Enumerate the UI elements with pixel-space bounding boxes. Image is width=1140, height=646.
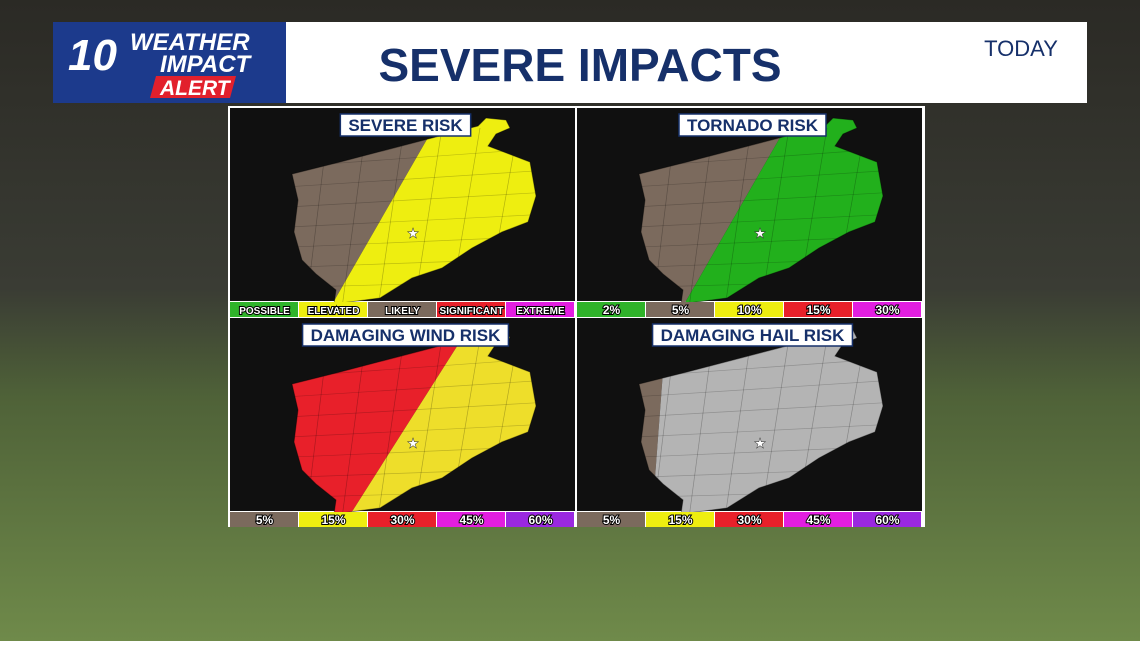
panel: ★ SEVERE RISK POSSIBLE ELEVATED LIKELY SIGNIF… <box>230 108 575 318</box>
legend-label: 30% <box>737 513 761 527</box>
legend-swatch <box>715 302 783 317</box>
legend-swatch <box>577 302 645 317</box>
legend-label: 45% <box>806 513 830 527</box>
county-line <box>292 169 536 189</box>
county-line <box>341 127 367 304</box>
panel-title-box <box>678 113 827 137</box>
county-line <box>292 401 536 419</box>
legend-swatch <box>230 512 298 527</box>
legend-label: 45% <box>459 513 483 527</box>
city-star: ★ <box>407 435 420 451</box>
legend-label: EXTREME <box>516 306 565 317</box>
legend-swatch <box>299 512 367 527</box>
panel: ★ TORNADO RISK 2% 5% 10% 15% 30% <box>577 108 922 318</box>
legend-swatch <box>853 512 921 527</box>
legend-label: ELEVATED <box>308 306 360 317</box>
legend-swatch <box>299 302 367 317</box>
legend-label: LIKELY <box>385 306 420 317</box>
legend-swatch <box>646 512 714 527</box>
county-line <box>688 337 714 514</box>
legend-swatch <box>646 302 714 317</box>
legend-swatch <box>368 512 436 527</box>
county-line <box>292 423 536 439</box>
legend-swatch <box>437 512 505 527</box>
panel-title: DAMAGING WIND RISK <box>311 326 502 345</box>
legend-label: 30% <box>875 303 899 317</box>
map-border <box>638 117 884 305</box>
county-line <box>724 127 752 304</box>
county-line <box>292 191 536 209</box>
panel-title: SEVERE RISK <box>348 116 463 135</box>
city-star: ★ <box>407 225 420 241</box>
county-line <box>639 423 883 439</box>
legend-label: 5% <box>672 303 690 317</box>
legend-label: SIGNIFICANT <box>440 306 504 317</box>
county-line <box>639 401 883 419</box>
logo-text: ALERT <box>159 77 232 100</box>
panel-title: DAMAGING HAIL RISK <box>661 326 846 345</box>
alert-box <box>150 76 236 98</box>
county-line <box>688 127 714 304</box>
county-line <box>341 337 367 514</box>
legend-swatch <box>368 302 436 317</box>
legend-swatch <box>853 302 921 317</box>
risk-area <box>292 118 445 304</box>
panel-title-box <box>339 113 472 137</box>
legend-label: 5% <box>256 513 274 527</box>
legend-label: 60% <box>875 513 899 527</box>
legend-swatch <box>506 302 574 317</box>
logo-text: IMPACT <box>160 51 253 78</box>
header-bar <box>286 22 1087 103</box>
panel: ★ DAMAGING WIND RISK 5% 15% 30% 45% 60% <box>230 318 575 528</box>
map-border <box>291 117 537 305</box>
panel-title: TORNADO RISK <box>687 116 819 135</box>
legend-swatch <box>715 512 783 527</box>
header-when: TODAY <box>984 36 1058 61</box>
legend-swatch <box>506 512 574 527</box>
risk-area <box>292 328 475 514</box>
legend-swatch <box>784 302 852 317</box>
county-line <box>639 169 883 189</box>
panel: ★ DAMAGING HAIL RISK 5% 15% 30% 45% 60% <box>577 318 922 528</box>
county-line <box>377 337 405 514</box>
legend-label: 10% <box>737 303 761 317</box>
legend-swatch <box>230 302 298 317</box>
legend-label: 60% <box>528 513 552 527</box>
logo-text: WEATHER <box>130 29 250 56</box>
county-line <box>724 337 752 514</box>
legend-label: 5% <box>603 513 621 527</box>
panel-title-box <box>651 323 854 347</box>
legend-label: 30% <box>390 513 414 527</box>
legend-swatch <box>784 512 852 527</box>
legend-label: 15% <box>321 513 345 527</box>
panels: ★ SEVERE RISK POSSIBLE ELEVATED LIKELY SIGNIF… <box>230 108 922 528</box>
county-line <box>639 213 883 229</box>
city-star: ★ <box>754 435 767 451</box>
city-star: ★ <box>754 225 767 241</box>
risk-area <box>639 118 797 304</box>
legend-swatch <box>437 302 505 317</box>
panel-title-box <box>301 323 510 347</box>
legend-label: 2% <box>603 303 621 317</box>
county-line <box>292 379 536 399</box>
legend-label: POSSIBLE <box>239 306 290 317</box>
legend-swatch <box>577 512 645 527</box>
legend-label: 15% <box>806 303 830 317</box>
county-line <box>292 213 536 229</box>
county-line <box>639 379 883 399</box>
county-line <box>377 127 405 304</box>
county-line <box>639 191 883 209</box>
header-title: SEVERE IMPACTS <box>379 39 782 91</box>
legend-label: 15% <box>668 513 692 527</box>
logo-number: 10 <box>68 31 117 80</box>
